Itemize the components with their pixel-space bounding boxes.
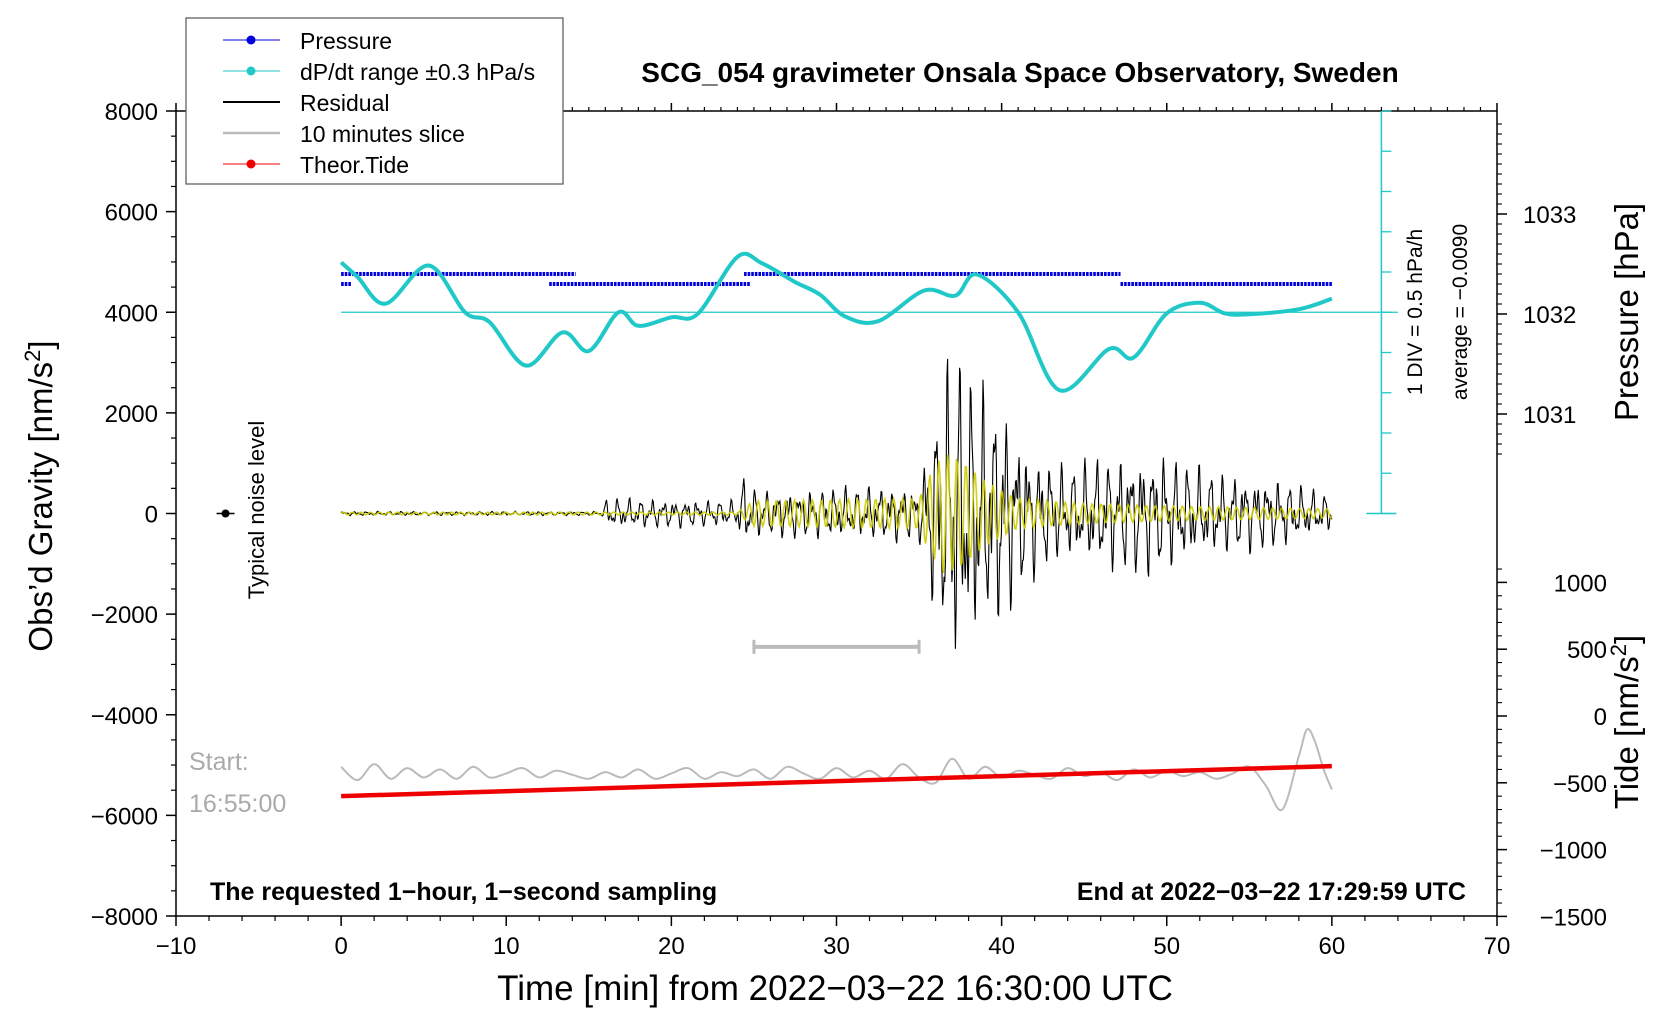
y-axis-label-left-end: ] (22, 340, 59, 349)
x-tick-label: 40 (988, 933, 1015, 960)
start-time: 16:55:00 (189, 790, 286, 818)
y-axis-label-pressure: Pressure [hPa] (1608, 203, 1645, 421)
y-tick-label: −8000 (91, 904, 158, 931)
tide-tick-label: 1000 (1554, 570, 1607, 597)
legend-item-residual: Residual (223, 90, 390, 116)
legend-item-pressure: Pressure (223, 28, 392, 54)
x-tick-label: 60 (1319, 933, 1346, 960)
legend-marker-pressure (246, 35, 256, 45)
x-tick-label: 20 (658, 933, 685, 960)
tide-tick-label: −1000 (1540, 838, 1607, 865)
pressure-average-label: average = −0.0090 (1449, 224, 1472, 400)
y-axis-label-tide-main: Tide [nm/s (1608, 656, 1645, 809)
tide-tick-label: −500 (1553, 771, 1607, 798)
y-axis-label-left-main: Obs’d Gravity [nm/s (22, 362, 59, 652)
x-tick-label: 0 (334, 933, 347, 960)
y-axis-label-tide: Tide [nm/s2] (1606, 635, 1645, 809)
tide-tick-label: 0 (1594, 704, 1607, 731)
legend-marker-tide (246, 159, 256, 169)
pressure-tick-label: 1032 (1523, 302, 1576, 329)
y-axis-label-left: Obs’d Gravity [nm/s2] (20, 340, 59, 651)
legend-label-pressure: Pressure (300, 28, 392, 54)
legend-label-dpdt: dP/dt range ±0.3 hPa/s (300, 59, 535, 85)
noise-point (221, 509, 230, 518)
legend-label-slice: 10 minutes slice (300, 121, 465, 147)
y-tick-label: 8000 (105, 99, 158, 126)
noise-level-label: Typical noise level (244, 421, 269, 600)
legend-label-residual: Residual (300, 90, 390, 116)
end-time-note: End at 2022−03−22 17:29:59 UTC (1077, 878, 1466, 906)
x-tick-label: 10 (493, 933, 520, 960)
filtered-series (340, 454, 1333, 574)
y-tick-label: −6000 (91, 803, 158, 830)
y-axis-label-left-sup: 2 (20, 350, 45, 362)
y-axis-label-tide-sup: 2 (1606, 644, 1631, 656)
x-axis-label: Time [min] from 2022−03−22 16:30:00 UTC (497, 969, 1173, 1008)
x-tick-label: 30 (823, 933, 850, 960)
pressure-tick-label: 1033 (1523, 202, 1576, 229)
y-axis-label-tide-end: ] (1608, 635, 1645, 644)
chart-title: SCG_054 gravimeter Onsala Space Observat… (641, 57, 1398, 88)
y-tick-label: −4000 (91, 703, 158, 730)
tide-tick-label: −1500 (1540, 904, 1607, 931)
y-tick-label: −2000 (91, 602, 158, 629)
dpdt-series (339, 251, 1333, 393)
tide-tick-label: 500 (1567, 637, 1607, 664)
tide-series (341, 763, 1332, 799)
legend-item-dpdt: dP/dt range ±0.3 hPa/s (223, 59, 535, 85)
pressure-tick-label: 1031 (1523, 402, 1576, 429)
legend-marker-dpdt (246, 66, 256, 76)
y-tick-label: 4000 (105, 300, 158, 327)
legend-item-tide: Theor.Tide (223, 152, 409, 178)
axis-layer: −10 0 10 20 30 40 50 60 70 8000 6000 4000 2000 0 −2000… (91, 99, 1607, 960)
legend: Pressure dP/dt range ±0.3 hPa/s Residual… (185, 17, 564, 185)
data-layer (216, 110, 1398, 812)
legend-label-tide: Theor.Tide (300, 152, 409, 178)
x-tick-label: 50 (1153, 933, 1180, 960)
residual-series (340, 358, 1333, 649)
start-label: Start: (189, 748, 249, 776)
pressure-div-label: 1 DIV = 0.5 hPa/h (1404, 229, 1427, 395)
y-tick-label: 2000 (105, 401, 158, 428)
x-tick-label: −10 (156, 933, 197, 960)
slice-trace (340, 728, 1333, 812)
y-tick-label: 0 (145, 502, 158, 529)
legend-box (185, 17, 564, 185)
x-tick-label: 70 (1484, 933, 1511, 960)
sampling-note: The requested 1−hour, 1−second sampling (210, 878, 717, 906)
legend-item-slice: 10 minutes slice (223, 121, 465, 147)
y-tick-label: 6000 (105, 200, 158, 227)
